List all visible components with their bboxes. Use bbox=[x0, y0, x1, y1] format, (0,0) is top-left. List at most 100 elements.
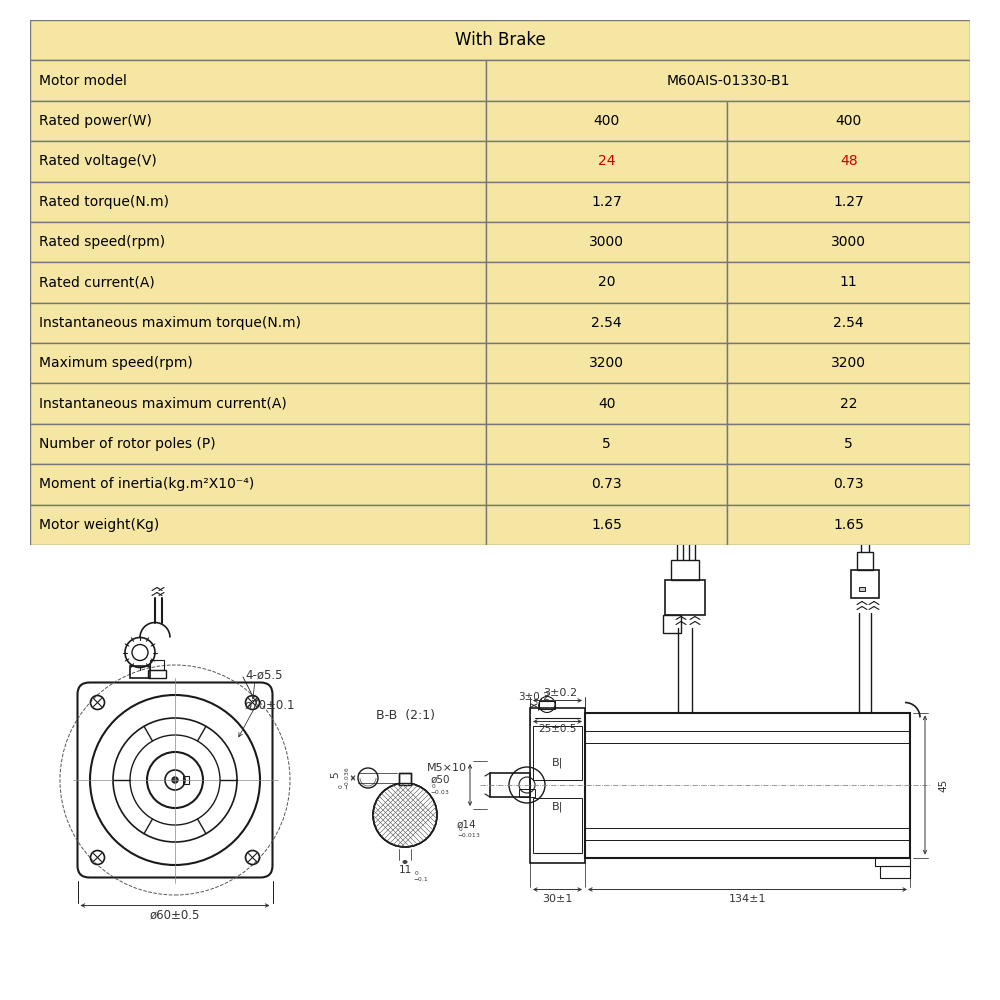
Text: B|: B| bbox=[552, 758, 563, 768]
Text: 5: 5 bbox=[330, 772, 340, 778]
Text: Instantaneous maximum torque(N.m): Instantaneous maximum torque(N.m) bbox=[39, 316, 301, 330]
Text: $^{\ 0}_{-0.03}$: $^{\ 0}_{-0.03}$ bbox=[430, 783, 450, 797]
Bar bbox=[859, 586, 865, 590]
Bar bbox=[399, 773, 411, 785]
Bar bbox=[30, 60, 486, 101]
Bar bbox=[486, 505, 727, 545]
Text: M60AIS-01330-B1: M60AIS-01330-B1 bbox=[666, 74, 790, 88]
Bar bbox=[585, 712, 910, 857]
Bar bbox=[30, 222, 486, 262]
Text: Rated speed(rpm): Rated speed(rpm) bbox=[39, 235, 166, 249]
Text: 400: 400 bbox=[836, 114, 862, 128]
Bar bbox=[727, 222, 970, 262]
Text: 11: 11 bbox=[840, 275, 858, 290]
Bar bbox=[519, 789, 535, 797]
Bar bbox=[486, 343, 727, 383]
Text: Instantaneous maximum current(A): Instantaneous maximum current(A) bbox=[39, 397, 287, 411]
Bar bbox=[727, 303, 970, 343]
Bar bbox=[727, 343, 970, 383]
Text: 20: 20 bbox=[598, 275, 615, 290]
Text: 48: 48 bbox=[840, 154, 858, 168]
Text: 3200: 3200 bbox=[831, 356, 866, 370]
Text: Rated torque(N.m): Rated torque(N.m) bbox=[39, 195, 169, 209]
Bar bbox=[663, 614, 681, 633]
Text: Rated current(A): Rated current(A) bbox=[39, 275, 155, 290]
Bar bbox=[671, 560, 699, 580]
Circle shape bbox=[172, 777, 178, 783]
Bar bbox=[30, 182, 486, 222]
Text: 24: 24 bbox=[598, 154, 615, 168]
Bar bbox=[486, 383, 727, 424]
Bar bbox=[880, 865, 910, 878]
Text: Number of rotor poles (P): Number of rotor poles (P) bbox=[39, 437, 216, 451]
Bar bbox=[727, 383, 970, 424]
Bar bbox=[183, 776, 189, 784]
Bar bbox=[486, 424, 727, 464]
Text: Motor weight(Kg): Motor weight(Kg) bbox=[39, 518, 160, 532]
Bar bbox=[30, 383, 486, 424]
Text: B-B  (2:1): B-B (2:1) bbox=[376, 708, 434, 722]
Text: ø50: ø50 bbox=[430, 775, 450, 785]
Text: 0.73: 0.73 bbox=[591, 477, 622, 491]
Bar bbox=[30, 505, 486, 545]
Text: 134±1: 134±1 bbox=[729, 894, 766, 904]
Bar bbox=[30, 464, 486, 505]
Bar bbox=[130, 666, 150, 678]
Text: 5: 5 bbox=[844, 437, 853, 451]
Bar bbox=[148, 670, 166, 678]
Bar bbox=[539, 700, 555, 708]
Text: 3±0.2: 3±0.2 bbox=[543, 688, 577, 698]
Text: 3000: 3000 bbox=[589, 235, 624, 249]
Text: $^{\ 0}_{-0.036}$: $^{\ 0}_{-0.036}$ bbox=[338, 766, 352, 790]
Text: 0.73: 0.73 bbox=[833, 477, 864, 491]
Text: 400: 400 bbox=[594, 114, 620, 128]
Text: 30±1: 30±1 bbox=[542, 894, 573, 904]
Bar bbox=[727, 141, 970, 182]
Text: ø14: ø14 bbox=[457, 820, 477, 830]
Bar bbox=[30, 343, 486, 383]
Bar bbox=[30, 303, 486, 343]
Bar bbox=[486, 101, 727, 141]
Text: 5: 5 bbox=[602, 437, 611, 451]
Bar bbox=[486, 182, 727, 222]
Bar bbox=[30, 141, 486, 182]
Text: Motor model: Motor model bbox=[39, 74, 127, 88]
Text: $^{\ 0}_{-0.1}$: $^{\ 0}_{-0.1}$ bbox=[413, 870, 429, 884]
Bar bbox=[486, 141, 727, 182]
Bar bbox=[150, 660, 164, 670]
Text: 1.65: 1.65 bbox=[833, 518, 864, 532]
Text: Maximum speed(rpm): Maximum speed(rpm) bbox=[39, 356, 193, 370]
Bar bbox=[486, 303, 727, 343]
Bar bbox=[486, 60, 970, 101]
Bar bbox=[486, 262, 727, 303]
Text: 3000: 3000 bbox=[831, 235, 866, 249]
Text: 2.54: 2.54 bbox=[591, 316, 622, 330]
Text: 2.54: 2.54 bbox=[833, 316, 864, 330]
Bar bbox=[486, 222, 727, 262]
Bar bbox=[533, 726, 582, 780]
Bar bbox=[533, 798, 582, 852]
Bar bbox=[490, 773, 530, 797]
Bar bbox=[727, 262, 970, 303]
Text: 1.27: 1.27 bbox=[591, 195, 622, 209]
Text: ø70±0.1: ø70±0.1 bbox=[245, 698, 296, 712]
Text: Moment of inertia(kg.m²X10⁻⁴): Moment of inertia(kg.m²X10⁻⁴) bbox=[39, 477, 255, 491]
Text: 1.27: 1.27 bbox=[833, 195, 864, 209]
Bar bbox=[30, 20, 970, 60]
Bar bbox=[727, 464, 970, 505]
Text: $^{\ 0}_{-0.013}$: $^{\ 0}_{-0.013}$ bbox=[457, 826, 480, 840]
Text: 3±0.2: 3±0.2 bbox=[518, 692, 550, 702]
Bar bbox=[665, 580, 705, 614]
Bar bbox=[727, 424, 970, 464]
Text: 3200: 3200 bbox=[589, 356, 624, 370]
Text: B|: B| bbox=[552, 802, 563, 812]
Text: 45: 45 bbox=[938, 778, 948, 792]
Text: 11: 11 bbox=[398, 865, 412, 875]
Bar bbox=[30, 101, 486, 141]
Text: Rated voltage(V): Rated voltage(V) bbox=[39, 154, 157, 168]
Bar bbox=[857, 552, 873, 570]
Text: M5×10: M5×10 bbox=[427, 763, 467, 773]
Bar bbox=[30, 424, 486, 464]
Text: With Brake: With Brake bbox=[455, 31, 545, 49]
Text: 40: 40 bbox=[598, 397, 615, 411]
